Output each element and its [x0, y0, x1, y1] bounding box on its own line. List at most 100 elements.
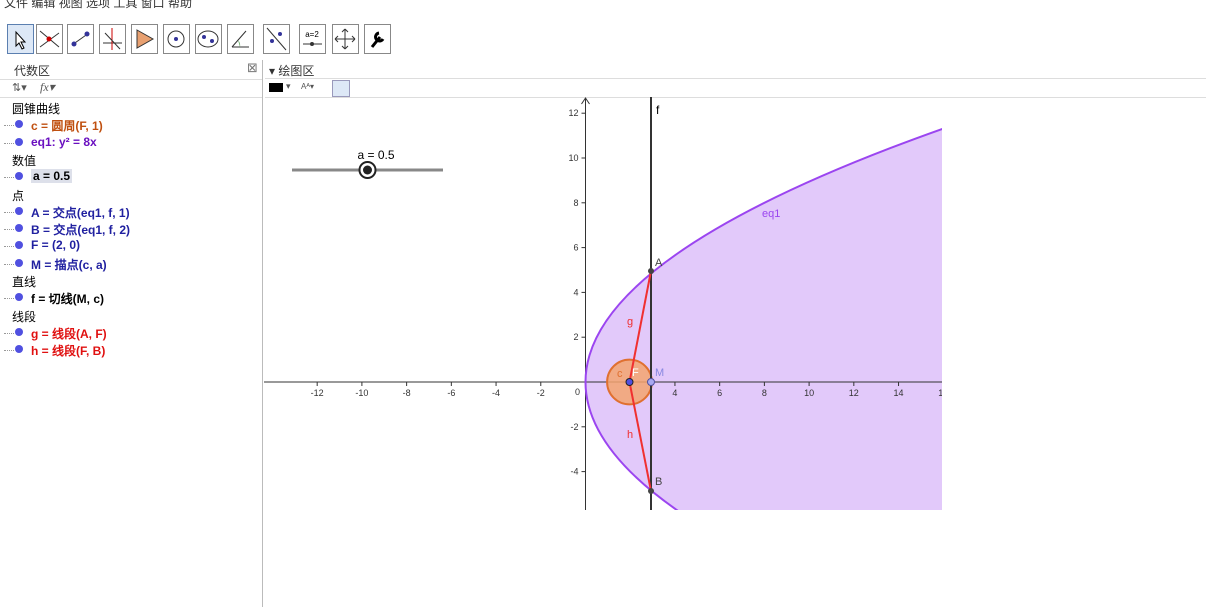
group-header[interactable]: 线段	[12, 309, 37, 324]
algebra-item[interactable]: A = 交点(eq1, f, 1)	[31, 205, 130, 220]
point-a[interactable]	[648, 268, 654, 274]
label-f: f	[656, 103, 660, 117]
x-tick-label: 14	[894, 388, 904, 398]
visibility-dot[interactable]	[15, 258, 23, 267]
color-menu[interactable]: ▾	[286, 81, 291, 91]
group-header[interactable]: 点	[12, 188, 25, 203]
slider-knob-center	[363, 165, 372, 175]
algebra-header: 代数区 ⊠	[0, 60, 262, 78]
algebra-view: 代数区 ⊠ ⇅▾ fx▾ 圆锥曲线 c = 圆周(F, 1) eq1: y² = 8…	[0, 60, 263, 607]
x-tick-label: 16	[938, 388, 948, 398]
sort-button[interactable]: ⇅▾	[12, 82, 27, 94]
algebra-item[interactable]: F = (2, 0)	[31, 238, 81, 253]
slider-tool[interactable]: a=2	[299, 24, 326, 54]
x-tick-label: 4	[672, 388, 677, 398]
graphics-title-text: 绘图区	[278, 64, 315, 78]
slider-a[interactable]: a = 0.5	[292, 148, 443, 179]
algebra-item[interactable]: M = 描点(c, a)	[31, 257, 107, 272]
settings-tool[interactable]	[364, 24, 391, 54]
x-tick-label: 18	[983, 388, 993, 398]
pin-button[interactable]	[332, 80, 350, 97]
move-view-tool[interactable]	[332, 24, 359, 54]
visibility-dot[interactable]	[15, 137, 23, 146]
angle-tool[interactable]	[227, 24, 254, 54]
algebra-item[interactable]: f = 切线(M, c)	[31, 292, 105, 307]
group-header[interactable]: 圆锥曲线	[12, 102, 61, 116]
y-tick-label: -10	[565, 601, 578, 607]
x-tick-label: 26	[1162, 388, 1172, 398]
segment-h[interactable]	[628, 381, 652, 492]
algebra-item[interactable]: g = 线段(A, F)	[31, 326, 107, 341]
label-g: g	[627, 316, 633, 328]
close-button[interactable]: ⊠	[247, 60, 258, 75]
circle-tool[interactable]	[163, 24, 190, 54]
group-header[interactable]: 数值	[12, 153, 37, 168]
tree-line	[4, 332, 14, 334]
visibility-dot[interactable]	[15, 327, 23, 336]
algebra-item[interactable]: c = 圆周(F, 1)	[31, 119, 103, 134]
line-tool[interactable]	[67, 24, 94, 54]
perpendicular-tool[interactable]	[99, 24, 126, 54]
input-help-label: fx	[40, 80, 49, 94]
label-h: h	[627, 429, 633, 441]
tree-line	[4, 246, 14, 248]
input-help-button[interactable]: fx▾	[40, 80, 55, 94]
tree-line	[4, 229, 14, 231]
menu-bar[interactable]: 文件 编辑 视图 选项 工具 窗口 帮助	[4, 0, 193, 10]
x-tick-label: -8	[403, 388, 411, 398]
color-button[interactable]	[269, 83, 283, 92]
tree-line	[4, 177, 14, 179]
point-m[interactable]	[647, 378, 655, 386]
origin-label: 0	[575, 387, 580, 397]
y-tick-label: 10	[568, 153, 578, 163]
visibility-dot[interactable]	[15, 120, 23, 129]
toolbar: a=2	[0, 20, 1206, 60]
tree-line	[4, 211, 14, 213]
y-tick-label: -6	[570, 511, 578, 521]
graphics-view: eq1 f A B F M c g h 0 -12 -10 -8 -6 -4 -2 4 6 8 1…	[264, 97, 1172, 607]
y-tick-label: -4	[570, 467, 578, 477]
plot: eq1 f A B F M c g h 0 -12 -10 -8 -6 -4 -2 4 6 8 1…	[264, 97, 1172, 607]
group-header[interactable]: 直线	[12, 275, 37, 289]
conic-tool[interactable]	[195, 24, 222, 54]
tree-line	[4, 125, 14, 127]
slider-label: a = 0.5	[357, 148, 394, 162]
label-c: c	[617, 368, 623, 380]
graphics-title: ▾ 绘图区	[269, 64, 315, 78]
point-tool[interactable]	[36, 24, 63, 54]
reflect-tool[interactable]	[263, 24, 290, 54]
visibility-dot[interactable]	[15, 224, 23, 233]
y-tick-label: 2	[573, 332, 578, 342]
visibility-dot[interactable]	[15, 293, 23, 302]
algebra-list: 圆锥曲线 c = 圆周(F, 1) eq1: y² = 8x 数值 a = 0.5 点 A …	[0, 100, 262, 600]
x-tick-label: -4	[492, 388, 500, 398]
label-b: B	[655, 476, 662, 488]
segment-g[interactable]	[628, 270, 652, 383]
visibility-dot[interactable]	[15, 345, 23, 354]
x-tick-label: 8	[762, 388, 767, 398]
label-eq1: eq1	[762, 208, 780, 220]
algebra-item[interactable]: B = 交点(eq1, f, 2)	[31, 223, 131, 238]
visibility-dot[interactable]	[15, 206, 23, 215]
visibility-dot[interactable]	[15, 172, 23, 181]
y-tick-label: -8	[570, 556, 578, 566]
algebra-item[interactable]: a = 0.5	[31, 169, 73, 184]
graphics-header: ▾ 绘图区	[265, 60, 1206, 79]
visibility-dot[interactable]	[15, 241, 23, 250]
y-tick-label: -2	[570, 422, 578, 432]
polygon-tool[interactable]	[131, 24, 158, 54]
tree-line	[4, 298, 14, 300]
x-tick-label: 12	[849, 388, 859, 398]
label-f-point: F	[632, 367, 639, 379]
point-f[interactable]	[625, 378, 634, 386]
x-tick-label: 24	[1117, 388, 1127, 398]
algebra-item[interactable]: eq1: y² = 8x	[31, 134, 97, 149]
parabola-eq1[interactable]	[584, 100, 1030, 607]
text-size-button[interactable]: Aᴬ▾	[301, 82, 314, 91]
move-tool[interactable]	[7, 24, 34, 54]
algebra-item[interactable]: h = 线段(F, B)	[31, 344, 106, 359]
x-tick-label: -6	[447, 388, 455, 398]
point-b[interactable]	[648, 488, 654, 494]
algebra-style-bar: ⇅▾ fx▾	[0, 79, 262, 98]
x-tick-label: 20	[1028, 388, 1038, 398]
